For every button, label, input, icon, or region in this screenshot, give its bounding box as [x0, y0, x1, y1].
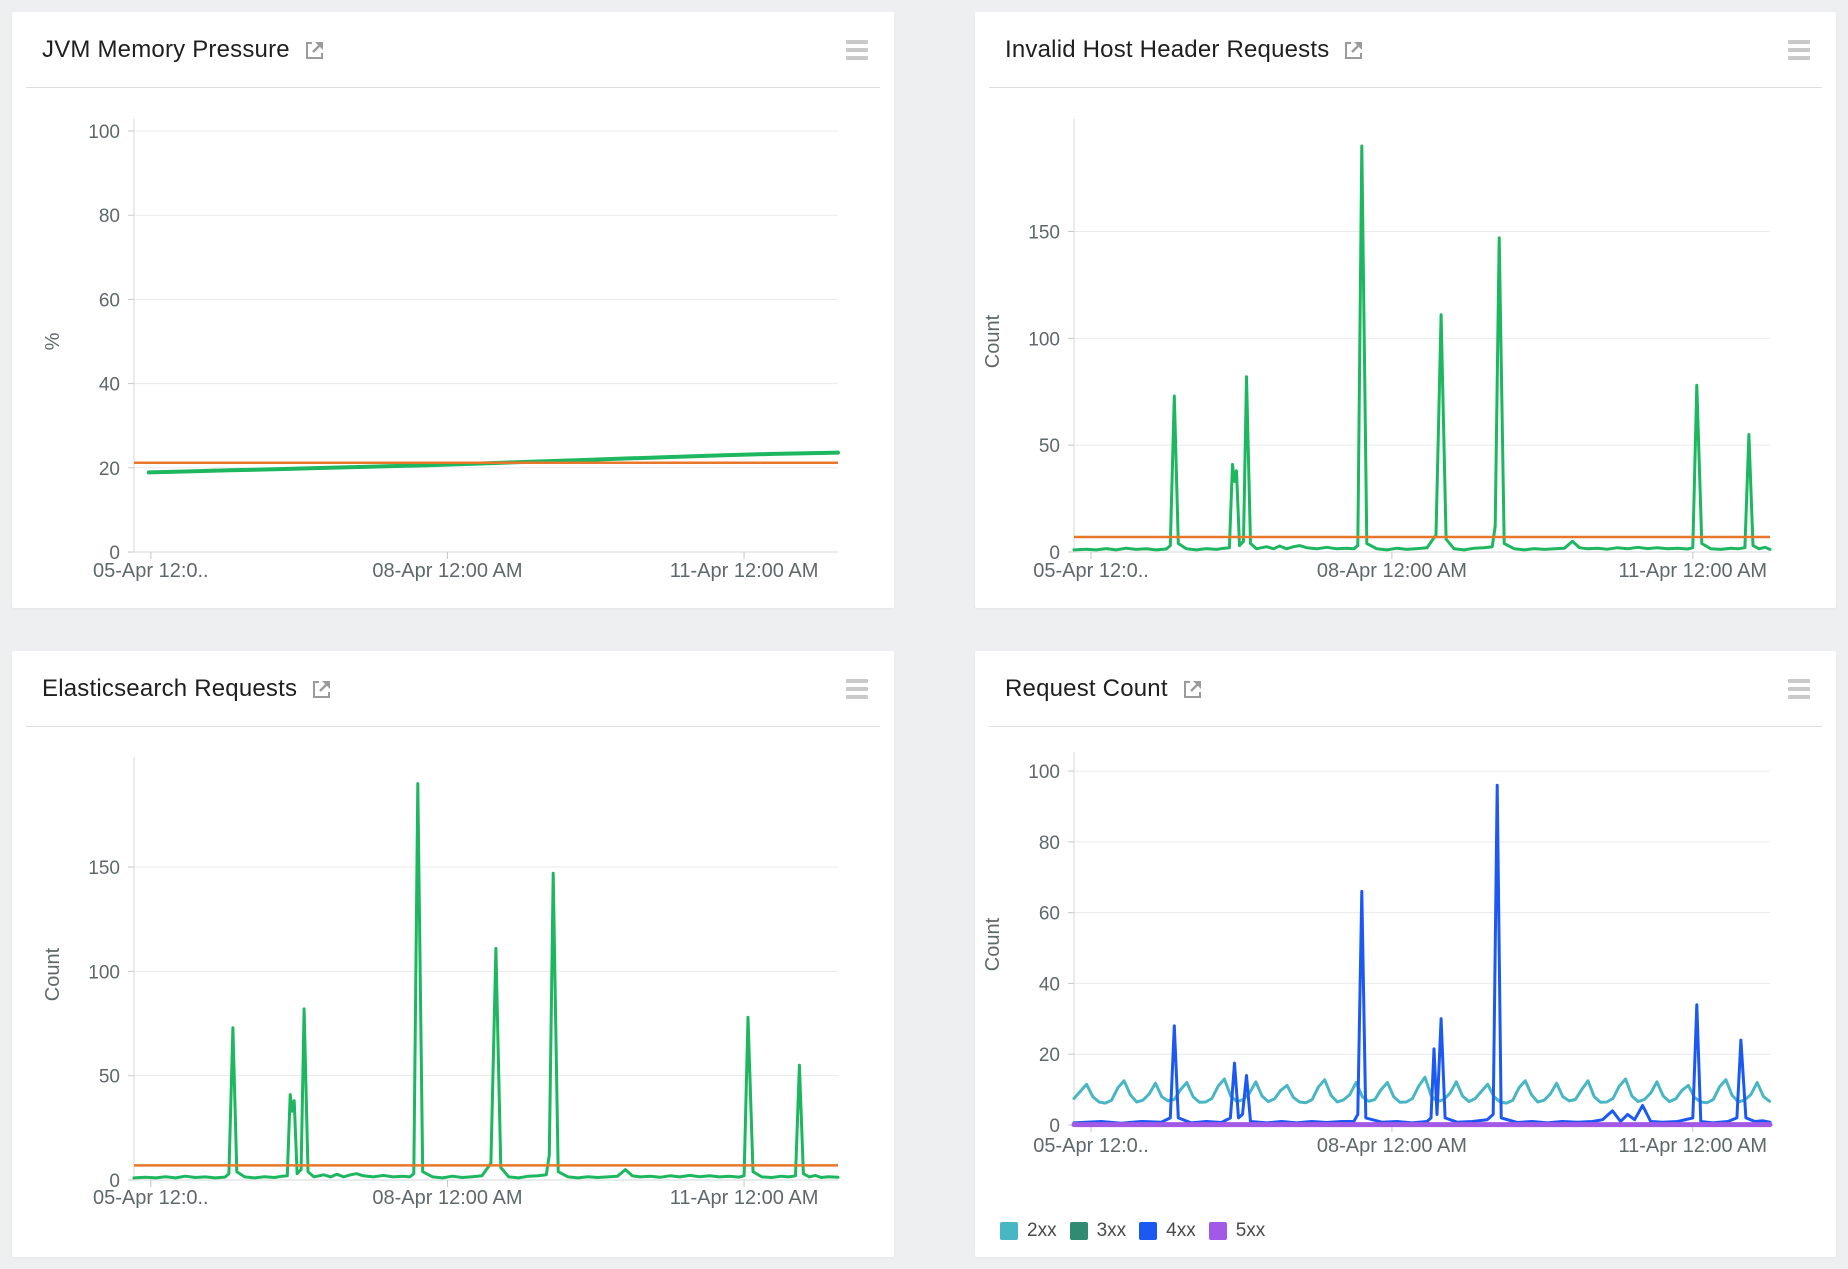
panel-invalid-host-header-requests: Invalid Host Header Requests 0 50 100 150 05… — [975, 12, 1836, 608]
chart-legend: 2xx 3xx 4xx 5xx — [1000, 1220, 1836, 1242]
svg-text:Count: Count — [42, 947, 64, 1001]
legend-label: 4xx — [1166, 1220, 1196, 1241]
svg-text:%: % — [42, 332, 64, 350]
external-link-icon[interactable] — [1180, 677, 1204, 701]
svg-text:80: 80 — [1039, 833, 1060, 854]
chart-canvas[interactable]: 0 50 100 150 05-Apr 12:0.. 08-Apr 12:00 AM 11-… — [975, 88, 1836, 608]
svg-text:Count: Count — [982, 917, 1004, 971]
svg-text:11-Apr 12:00 AM: 11-Apr 12:00 AM — [670, 1187, 819, 1209]
svg-text:08-Apr 12:00 AM: 08-Apr 12:00 AM — [372, 1187, 522, 1209]
svg-text:Count: Count — [982, 314, 1004, 368]
svg-text:150: 150 — [88, 858, 120, 879]
legend-item-3xx[interactable]: 3xx — [1069, 1220, 1140, 1242]
panel-header: Elasticsearch Requests — [26, 651, 880, 727]
svg-text:0: 0 — [1049, 543, 1060, 564]
panel-title: Request Count — [1005, 674, 1168, 702]
svg-text:05-Apr 12:0..: 05-Apr 12:0.. — [93, 1187, 209, 1209]
svg-text:0: 0 — [109, 1171, 120, 1192]
svg-text:100: 100 — [88, 962, 120, 983]
svg-text:80: 80 — [99, 206, 120, 227]
menu-icon[interactable] — [1788, 36, 1810, 64]
svg-text:60: 60 — [99, 290, 120, 311]
panel-title: JVM Memory Pressure — [42, 35, 290, 63]
legend-item-2xx[interactable]: 2xx — [1000, 1220, 1070, 1242]
svg-text:100: 100 — [1028, 762, 1060, 783]
legend-swatch — [1208, 1222, 1227, 1240]
svg-text:08-Apr 12:00 AM: 08-Apr 12:00 AM — [1317, 560, 1467, 582]
svg-text:05-Apr 12:0..: 05-Apr 12:0.. — [1033, 1135, 1149, 1157]
svg-text:50: 50 — [99, 1067, 120, 1088]
legend-item-5xx[interactable]: 5xx — [1208, 1220, 1279, 1242]
chart-canvas[interactable]: 0 20 40 60 80 100 05-Apr 12:0.. 08-Apr 12:00 AM… — [12, 88, 894, 608]
svg-text:08-Apr 12:00 AM: 08-Apr 12:00 AM — [1317, 1135, 1467, 1157]
svg-text:08-Apr 12:00 AM: 08-Apr 12:00 AM — [372, 560, 522, 582]
panel-header: JVM Memory Pressure — [26, 12, 880, 88]
legend-swatch — [1139, 1222, 1158, 1240]
svg-text:150: 150 — [1028, 222, 1060, 243]
svg-text:50: 50 — [1039, 436, 1060, 457]
menu-icon[interactable] — [1788, 675, 1810, 703]
panel-jvm-memory-pressure: JVM Memory Pressure 0 20 40 60 80 100 05-Apr 1… — [12, 12, 894, 608]
panel-title: Elasticsearch Requests — [42, 674, 298, 702]
svg-text:20: 20 — [1039, 1045, 1060, 1066]
svg-text:05-Apr 12:0..: 05-Apr 12:0.. — [1033, 560, 1149, 582]
panel-title: Invalid Host Header Requests — [1005, 35, 1330, 63]
legend-swatch — [1000, 1222, 1018, 1240]
svg-text:05-Apr 12:0..: 05-Apr 12:0.. — [93, 560, 209, 582]
svg-text:11-Apr 12:00 AM: 11-Apr 12:00 AM — [670, 560, 819, 582]
legend-label: 2xx — [1027, 1220, 1057, 1241]
chart-canvas[interactable]: 0 50 100 150 05-Apr 12:0.. 08-Apr 12:00 AM 11-… — [12, 727, 894, 1257]
svg-text:60: 60 — [1039, 904, 1060, 925]
external-link-icon[interactable] — [309, 677, 333, 701]
legend-label: 3xx — [1096, 1220, 1127, 1241]
svg-text:11-Apr 12:00 AM: 11-Apr 12:00 AM — [1618, 1135, 1767, 1157]
panel-request-count: Request Count 0 20 40 60 80 100 05-Apr 12:0.. 0… — [975, 651, 1836, 1257]
svg-text:100: 100 — [1028, 329, 1060, 350]
svg-text:40: 40 — [1039, 974, 1060, 995]
svg-text:100: 100 — [88, 122, 120, 143]
svg-text:0: 0 — [109, 543, 120, 564]
legend-swatch — [1069, 1222, 1088, 1240]
legend-label: 5xx — [1235, 1220, 1266, 1241]
svg-text:11-Apr 12:00 AM: 11-Apr 12:00 AM — [1618, 560, 1767, 582]
external-link-icon[interactable] — [302, 38, 326, 62]
panel-header: Request Count — [989, 651, 1822, 727]
svg-text:0: 0 — [1049, 1116, 1060, 1137]
panel-header: Invalid Host Header Requests — [989, 12, 1822, 88]
menu-icon[interactable] — [846, 36, 868, 64]
svg-text:40: 40 — [99, 375, 120, 396]
legend-item-4xx[interactable]: 4xx — [1139, 1220, 1209, 1242]
svg-text:20: 20 — [99, 459, 120, 480]
chart-canvas[interactable]: 0 20 40 60 80 100 05-Apr 12:0.. 08-Apr 12:00 AM… — [975, 727, 1836, 1182]
panel-elasticsearch-requests: Elasticsearch Requests 0 50 100 150 05-Apr 1… — [12, 651, 894, 1257]
menu-icon[interactable] — [846, 675, 868, 703]
external-link-icon[interactable] — [1341, 38, 1365, 62]
